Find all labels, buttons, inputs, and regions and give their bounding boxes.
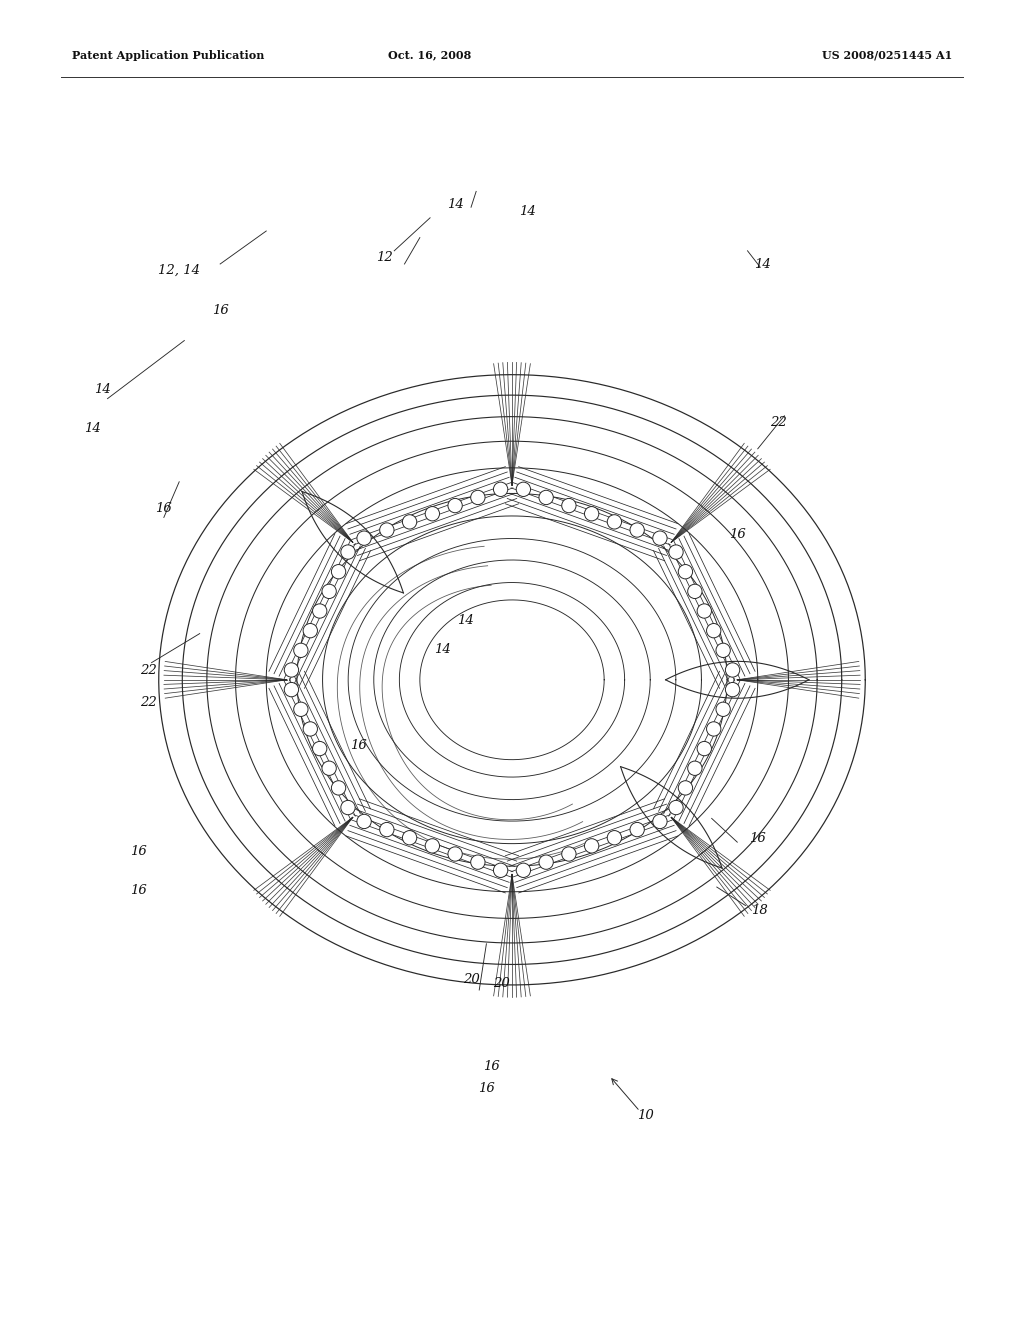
Circle shape [652, 814, 667, 829]
Circle shape [341, 545, 355, 560]
Circle shape [294, 702, 308, 717]
Circle shape [332, 565, 346, 579]
Text: 16: 16 [750, 832, 766, 845]
Text: 20: 20 [463, 973, 479, 986]
Circle shape [447, 847, 462, 861]
Circle shape [688, 585, 702, 598]
Circle shape [494, 482, 508, 496]
Text: 16: 16 [729, 528, 745, 541]
Circle shape [630, 523, 644, 537]
Text: 16: 16 [350, 739, 367, 752]
Circle shape [678, 780, 692, 795]
Text: 14: 14 [84, 422, 100, 436]
Text: 14: 14 [94, 383, 111, 396]
Circle shape [562, 847, 577, 861]
Circle shape [294, 643, 308, 657]
Text: 16: 16 [156, 502, 172, 515]
Circle shape [516, 482, 530, 496]
Circle shape [725, 682, 739, 697]
Circle shape [688, 762, 702, 775]
Circle shape [607, 515, 622, 529]
Circle shape [562, 499, 577, 512]
Text: 16: 16 [212, 304, 228, 317]
Circle shape [607, 830, 622, 845]
Circle shape [539, 855, 553, 870]
Circle shape [471, 490, 485, 504]
Circle shape [341, 800, 355, 814]
Text: 16: 16 [130, 845, 146, 858]
Circle shape [630, 822, 644, 837]
Circle shape [516, 863, 530, 878]
Circle shape [585, 838, 599, 853]
Text: 16: 16 [478, 1082, 495, 1096]
Circle shape [285, 663, 299, 677]
Circle shape [652, 531, 667, 545]
Circle shape [312, 742, 327, 756]
Circle shape [539, 490, 553, 504]
Circle shape [678, 565, 692, 579]
Circle shape [471, 855, 485, 870]
Circle shape [585, 507, 599, 521]
Circle shape [312, 603, 327, 618]
Text: 10: 10 [637, 1109, 653, 1122]
Circle shape [322, 762, 336, 775]
Circle shape [303, 623, 317, 638]
Circle shape [285, 682, 299, 697]
Text: 14: 14 [434, 643, 451, 656]
Circle shape [303, 722, 317, 737]
Text: 12, 14: 12, 14 [158, 264, 201, 277]
Circle shape [725, 663, 739, 677]
Circle shape [402, 830, 417, 845]
Text: 22: 22 [770, 416, 786, 429]
Circle shape [357, 814, 372, 829]
Text: 18: 18 [752, 904, 768, 917]
Text: US 2008/0251445 A1: US 2008/0251445 A1 [821, 50, 952, 61]
Circle shape [707, 623, 721, 638]
Text: 20: 20 [494, 977, 510, 990]
Text: 14: 14 [519, 205, 536, 218]
Circle shape [402, 515, 417, 529]
Circle shape [716, 702, 730, 717]
Circle shape [716, 643, 730, 657]
Circle shape [425, 507, 439, 521]
Circle shape [332, 780, 346, 795]
Circle shape [669, 545, 683, 560]
Circle shape [697, 603, 712, 618]
Circle shape [357, 531, 372, 545]
Text: 16: 16 [483, 1060, 500, 1073]
Text: 16: 16 [130, 884, 146, 898]
Circle shape [697, 742, 712, 756]
Circle shape [380, 822, 394, 837]
Text: 14: 14 [458, 614, 474, 627]
Circle shape [447, 499, 462, 512]
Text: 12: 12 [376, 251, 392, 264]
Circle shape [707, 722, 721, 737]
Text: 14: 14 [755, 257, 771, 271]
Circle shape [380, 523, 394, 537]
Circle shape [669, 800, 683, 814]
Text: 14: 14 [447, 198, 464, 211]
Circle shape [425, 838, 439, 853]
Circle shape [494, 863, 508, 878]
Text: Patent Application Publication: Patent Application Publication [72, 50, 264, 61]
Text: 22: 22 [140, 696, 157, 709]
Circle shape [322, 585, 336, 598]
Text: Oct. 16, 2008: Oct. 16, 2008 [388, 50, 472, 61]
Text: 22: 22 [140, 664, 157, 677]
